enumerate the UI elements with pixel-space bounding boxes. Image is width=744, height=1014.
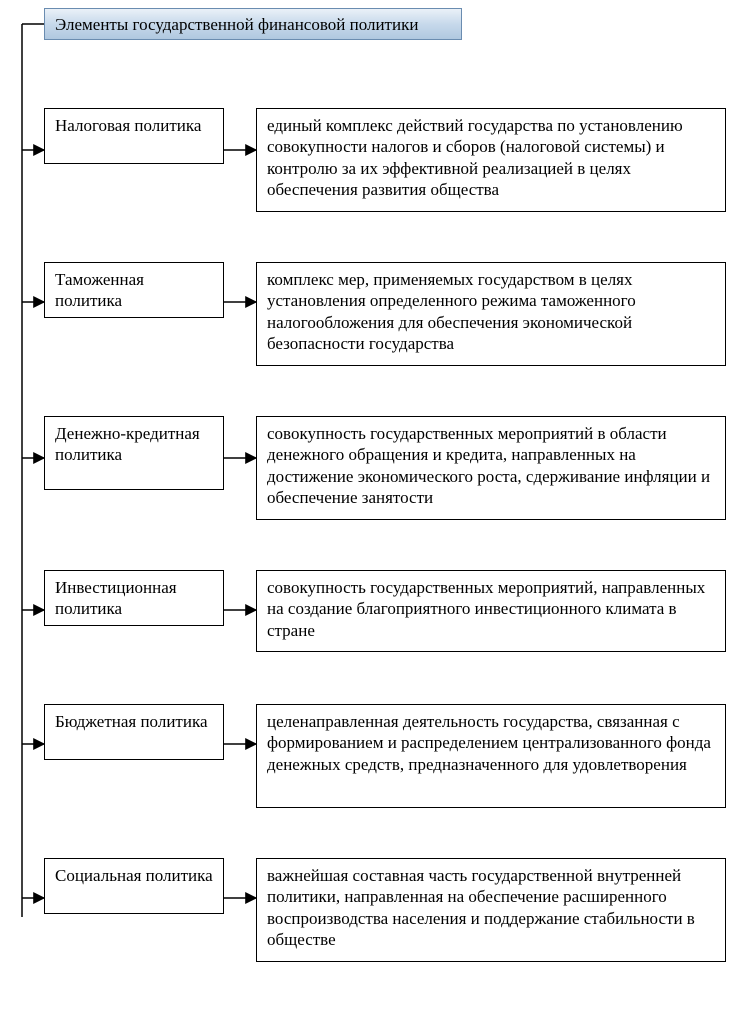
policy-name-box: Бюджетная политика (44, 704, 224, 760)
diagram-canvas: Элементы государственной финансовой поли… (0, 0, 744, 1014)
policy-name-box: Таможенная политика (44, 262, 224, 318)
policy-name-box: Инвестиционная политика (44, 570, 224, 626)
policy-description-box: важнейшая составная часть государственно… (256, 858, 726, 962)
policy-description-box: комплекс мер, применяемых государством в… (256, 262, 726, 366)
policy-name-box: Денежно-кредитная политика (44, 416, 224, 490)
policy-description-box: единый комплекс действий государства по … (256, 108, 726, 212)
policy-description-box: совокупность государственных мероприятий… (256, 570, 726, 652)
policy-description-box: целенаправленная деятельность государств… (256, 704, 726, 808)
diagram-header: Элементы государственной финансовой поли… (44, 8, 462, 40)
policy-name-box: Социальная политика (44, 858, 224, 914)
policy-description-box: совокупность государственных мероприятий… (256, 416, 726, 520)
policy-name-box: Налоговая политика (44, 108, 224, 164)
